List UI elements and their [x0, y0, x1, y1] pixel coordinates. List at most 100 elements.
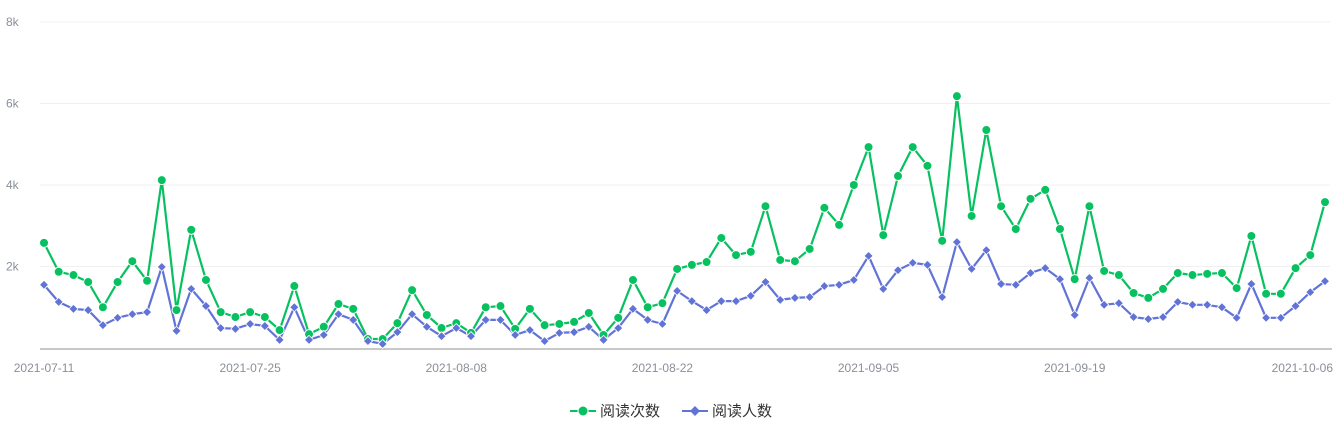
- data-point: [1305, 250, 1316, 261]
- data-point: [1025, 193, 1036, 204]
- data-point: [421, 321, 432, 332]
- data-point: [672, 285, 683, 297]
- data-point: [142, 275, 153, 286]
- data-point: [1172, 296, 1183, 308]
- legend-item-series-1[interactable]: 阅读人数: [682, 400, 772, 421]
- data-point: [701, 305, 712, 316]
- data-point: [318, 329, 329, 341]
- data-point: [97, 302, 108, 313]
- data-point: [1054, 274, 1066, 285]
- data-point: [274, 325, 285, 336]
- data-point: [1040, 184, 1051, 195]
- data-point: [1143, 314, 1154, 325]
- data-point: [951, 91, 962, 102]
- data-point: [686, 296, 697, 307]
- data-point: [1025, 267, 1036, 279]
- data-point: [878, 283, 889, 294]
- data-point: [1187, 270, 1198, 281]
- data-point: [583, 307, 594, 318]
- data-point: [1202, 299, 1213, 310]
- data-point: [127, 309, 138, 320]
- data-point: [966, 210, 977, 221]
- data-point: [996, 201, 1007, 212]
- data-point: [804, 291, 815, 303]
- x-tick-label: 2021-07-25: [219, 361, 281, 375]
- data-point: [97, 320, 108, 331]
- data-point: [200, 300, 212, 312]
- data-point: [878, 230, 889, 241]
- data-point: [1084, 201, 1095, 212]
- data-point: [303, 334, 315, 345]
- data-point: [480, 314, 491, 325]
- data-point: [171, 325, 182, 336]
- legend: 阅读次数 阅读人数: [0, 400, 1342, 421]
- data-point: [259, 320, 270, 332]
- data-point: [937, 235, 948, 246]
- data-point: [1113, 270, 1124, 281]
- y-tick-label: 6k: [6, 97, 20, 111]
- data-point: [68, 270, 79, 281]
- data-point: [819, 280, 830, 292]
- series-line-1: [43, 241, 1326, 345]
- data-point: [613, 312, 624, 323]
- data-point: [436, 331, 447, 342]
- data-point: [407, 309, 418, 320]
- data-point: [966, 263, 977, 275]
- data-point: [156, 261, 167, 272]
- data-point: [112, 312, 123, 323]
- data-point: [907, 142, 918, 153]
- legend-label: 阅读次数: [599, 403, 660, 420]
- x-tick-label: 2021-10-06: [1272, 361, 1334, 375]
- data-point: [1231, 312, 1242, 323]
- data-point: [1084, 272, 1095, 283]
- data-point: [539, 320, 550, 331]
- series-line-0: [43, 95, 1327, 341]
- data-point: [259, 312, 270, 323]
- data-point: [1261, 312, 1272, 323]
- data-point: [554, 318, 565, 329]
- x-tick-label: 2021-08-08: [426, 361, 488, 375]
- data-point: [775, 294, 786, 305]
- legend-label: 阅读人数: [712, 403, 773, 420]
- data-point: [83, 305, 94, 316]
- data-point: [1202, 268, 1213, 279]
- data-point: [907, 257, 918, 268]
- data-point: [333, 309, 344, 320]
- data-point: [627, 303, 639, 314]
- data-point: [289, 302, 300, 313]
- legend-item-series-0[interactable]: 阅读次数: [569, 400, 660, 421]
- data-point: [981, 124, 992, 135]
- data-point: [348, 314, 359, 325]
- diamond-marker-icon: [682, 405, 708, 416]
- data-point: [524, 325, 535, 336]
- data-point: [451, 322, 462, 334]
- data-point: [1320, 197, 1330, 208]
- data-point: [362, 336, 373, 347]
- data-point: [863, 142, 874, 153]
- data-point: [1172, 268, 1183, 279]
- data-point: [848, 274, 859, 286]
- data-point: [186, 224, 197, 235]
- data-point: [539, 336, 550, 347]
- data-point: [1069, 309, 1080, 321]
- data-point: [804, 243, 815, 254]
- data-point: [730, 296, 742, 307]
- data-point: [834, 219, 845, 230]
- data-point: [1143, 292, 1154, 303]
- data-point: [672, 263, 683, 274]
- data-point: [1069, 274, 1080, 285]
- data-point: [1319, 276, 1331, 287]
- data-point: [186, 283, 197, 294]
- data-point: [569, 316, 580, 327]
- data-point: [348, 303, 359, 314]
- data-point: [1157, 311, 1169, 323]
- data-point: [760, 201, 771, 212]
- data-point: [1231, 283, 1242, 294]
- data-point: [1246, 230, 1257, 241]
- data-point: [83, 276, 94, 287]
- data-point: [731, 250, 742, 261]
- data-point: [789, 292, 800, 303]
- data-point: [421, 309, 432, 320]
- data-point: [922, 160, 933, 171]
- data-point: [819, 202, 830, 213]
